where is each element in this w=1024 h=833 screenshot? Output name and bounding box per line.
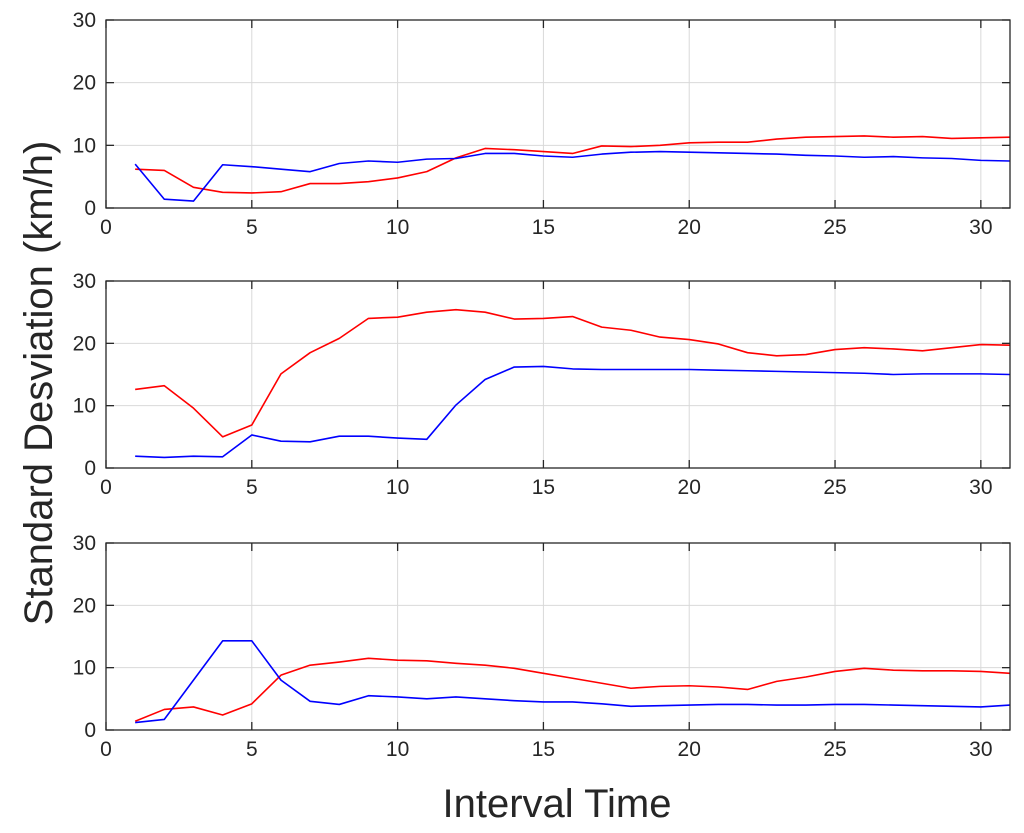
y-axis-title: Standard Desviation (km/h) [17, 141, 61, 626]
series-line-red [135, 308, 1011, 438]
axes-frame [105, 19, 1011, 209]
x-axis-title: Interval Time [443, 782, 672, 826]
x-tick-label: 20 [678, 216, 701, 239]
x-tick-label: 10 [386, 216, 409, 239]
x-tick-label: 15 [532, 476, 555, 499]
y-tick-label: 30 [73, 9, 96, 32]
x-tick-label: 0 [100, 738, 112, 761]
y-tick-label: 0 [84, 197, 96, 220]
y-tick-label: 30 [73, 270, 96, 293]
x-tick-label: 15 [532, 216, 555, 239]
x-tick-label: 5 [246, 216, 258, 239]
x-tick-label: 20 [678, 738, 701, 761]
y-tick-label: 20 [73, 72, 96, 95]
x-tick-label: 30 [969, 216, 992, 239]
x-tick-label: 0 [100, 216, 112, 239]
plot-area [106, 20, 1010, 208]
subplot-2: 0 5 10 15 20 25 30 0 10 20 30 [73, 270, 1011, 499]
y-tick-label: 10 [73, 134, 96, 157]
plot-area [106, 281, 1010, 468]
y-tick-label: 0 [84, 457, 96, 480]
x-tick-label: 15 [532, 738, 555, 761]
axes-frame [105, 280, 1011, 469]
x-tick-label: 5 [246, 476, 258, 499]
y-tick-label: 0 [84, 719, 96, 742]
x-tick-label: 0 [100, 476, 112, 499]
x-tick-label: 20 [678, 476, 701, 499]
subplot-3: 0 5 10 15 20 25 30 0 10 20 30 [73, 532, 1011, 761]
series-line-red [134, 657, 1011, 723]
series-line-blue [135, 365, 1011, 459]
y-tick-label: 30 [73, 532, 96, 555]
x-tick-label: 25 [823, 738, 846, 761]
y-tick-label: 10 [73, 395, 96, 418]
x-tick-label: 10 [386, 738, 409, 761]
x-tick-label: 10 [386, 476, 409, 499]
axes-frame [105, 542, 1011, 731]
series-line-blue [134, 150, 1011, 202]
series-line-red [135, 135, 1011, 194]
x-tick-label: 30 [969, 476, 992, 499]
x-tick-label: 25 [823, 476, 846, 499]
y-tick-label: 20 [73, 332, 96, 355]
y-tick-label: 20 [73, 594, 96, 617]
subplot-1: 0 5 10 15 20 25 30 0 10 20 30 [73, 9, 1011, 239]
x-tick-label: 25 [823, 216, 846, 239]
x-tick-label: 5 [246, 738, 258, 761]
series-line-blue [135, 640, 1011, 724]
x-tick-label: 30 [969, 738, 992, 761]
y-tick-label: 10 [73, 657, 96, 680]
